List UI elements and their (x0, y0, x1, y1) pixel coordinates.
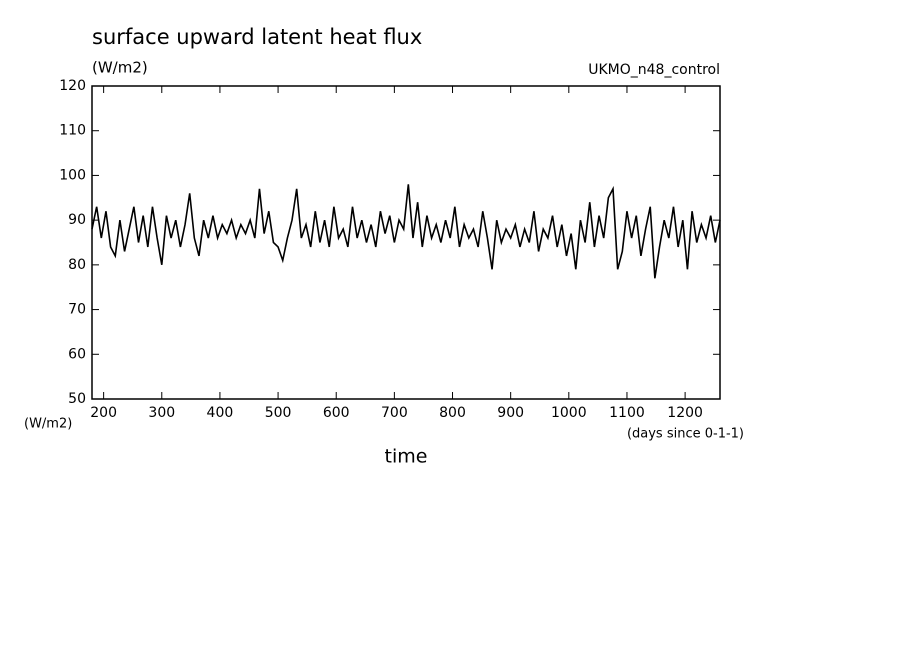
x-tick-label: 900 (497, 405, 524, 421)
x-axis-label: time (385, 446, 428, 468)
y-tick-label: 120 (59, 78, 86, 94)
x-tick-label: 1000 (551, 405, 587, 421)
units-label: (W/m2) (92, 59, 148, 77)
plot-frame (91, 85, 721, 400)
y-tick-label: 90 (68, 212, 86, 228)
x-tick-label: 1100 (609, 405, 645, 421)
subtitle: UKMO_n48_control (588, 62, 720, 78)
x-tick-label: 200 (90, 405, 117, 421)
x-tick-label: 600 (323, 405, 350, 421)
x-tick-label: 300 (148, 405, 175, 421)
y-tick-label: 70 (68, 302, 86, 318)
y-tick-label: 50 (68, 391, 86, 407)
x-tick-label: 1200 (667, 405, 703, 421)
x-tick-label: 500 (265, 405, 292, 421)
y-tick-label: 60 (68, 346, 86, 362)
x-units-label: (days since 0-1-1) (627, 427, 744, 442)
x-tick-label: 400 (207, 405, 234, 421)
y-tick-label: 80 (68, 257, 86, 273)
y-tick-label: 100 (59, 167, 86, 183)
x-tick-label: 700 (381, 405, 408, 421)
data-line (91, 184, 721, 279)
y-tick-label: 110 (59, 123, 86, 139)
chart-title: surface upward latent heat flux (92, 25, 422, 49)
y-axis-label: (W/m2) (24, 417, 72, 432)
x-tick-label: 800 (439, 405, 466, 421)
